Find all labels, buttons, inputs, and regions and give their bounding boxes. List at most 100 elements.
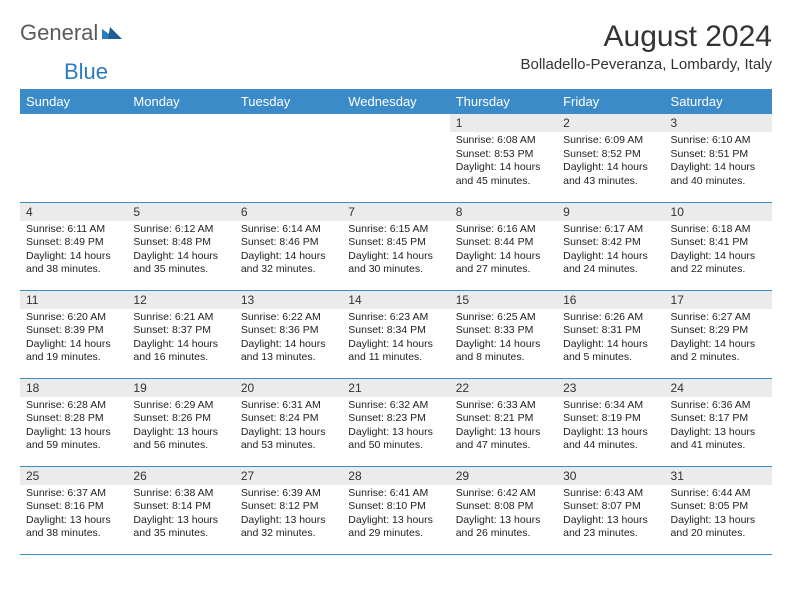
calendar-table: SundayMondayTuesdayWednesdayThursdayFrid…	[20, 89, 772, 555]
day-number: 22	[450, 379, 557, 397]
calendar-week-row: 18Sunrise: 6:28 AMSunset: 8:28 PMDayligh…	[20, 378, 772, 466]
sunrise-text: Sunrise: 6:43 AM	[563, 487, 658, 501]
day-details: Sunrise: 6:22 AMSunset: 8:36 PMDaylight:…	[235, 309, 342, 370]
day-details: Sunrise: 6:17 AMSunset: 8:42 PMDaylight:…	[557, 221, 664, 282]
calendar-day-cell: ..	[342, 114, 449, 202]
calendar-day-cell: 3Sunrise: 6:10 AMSunset: 8:51 PMDaylight…	[665, 114, 772, 202]
sunrise-text: Sunrise: 6:10 AM	[671, 134, 766, 148]
daylight-text-1: Daylight: 14 hours	[671, 250, 766, 264]
daylight-text-2: and 13 minutes.	[241, 351, 336, 365]
calendar-day-cell: 26Sunrise: 6:38 AMSunset: 8:14 PMDayligh…	[127, 466, 234, 554]
calendar-day-cell: 28Sunrise: 6:41 AMSunset: 8:10 PMDayligh…	[342, 466, 449, 554]
daylight-text-2: and 22 minutes.	[671, 263, 766, 277]
daylight-text-1: Daylight: 14 hours	[456, 161, 551, 175]
day-number: 21	[342, 379, 449, 397]
daylight-text-1: Daylight: 14 hours	[348, 250, 443, 264]
calendar-day-cell: 23Sunrise: 6:34 AMSunset: 8:19 PMDayligh…	[557, 378, 664, 466]
sunset-text: Sunset: 8:26 PM	[133, 412, 228, 426]
calendar-day-cell: 30Sunrise: 6:43 AMSunset: 8:07 PMDayligh…	[557, 466, 664, 554]
daylight-text-2: and 40 minutes.	[671, 175, 766, 189]
day-details: Sunrise: 6:41 AMSunset: 8:10 PMDaylight:…	[342, 485, 449, 546]
daylight-text-1: Daylight: 13 hours	[133, 514, 228, 528]
daylight-text-1: Daylight: 14 hours	[241, 338, 336, 352]
sunrise-text: Sunrise: 6:39 AM	[241, 487, 336, 501]
daylight-text-1: Daylight: 14 hours	[26, 250, 121, 264]
day-details: Sunrise: 6:29 AMSunset: 8:26 PMDaylight:…	[127, 397, 234, 458]
daylight-text-2: and 35 minutes.	[133, 527, 228, 541]
daylight-text-2: and 19 minutes.	[26, 351, 121, 365]
day-number: 10	[665, 203, 772, 221]
day-details: Sunrise: 6:18 AMSunset: 8:41 PMDaylight:…	[665, 221, 772, 282]
sunrise-text: Sunrise: 6:27 AM	[671, 311, 766, 325]
calendar-day-cell: 24Sunrise: 6:36 AMSunset: 8:17 PMDayligh…	[665, 378, 772, 466]
day-number: 28	[342, 467, 449, 485]
calendar-day-cell: 7Sunrise: 6:15 AMSunset: 8:45 PMDaylight…	[342, 202, 449, 290]
sunset-text: Sunset: 8:33 PM	[456, 324, 551, 338]
daylight-text-2: and 24 minutes.	[563, 263, 658, 277]
sunrise-text: Sunrise: 6:37 AM	[26, 487, 121, 501]
sunset-text: Sunset: 8:51 PM	[671, 148, 766, 162]
calendar-day-cell: 16Sunrise: 6:26 AMSunset: 8:31 PMDayligh…	[557, 290, 664, 378]
daylight-text-2: and 8 minutes.	[456, 351, 551, 365]
sunset-text: Sunset: 8:46 PM	[241, 236, 336, 250]
daylight-text-2: and 41 minutes.	[671, 439, 766, 453]
day-number: 23	[557, 379, 664, 397]
day-number: 13	[235, 291, 342, 309]
sunrise-text: Sunrise: 6:15 AM	[348, 223, 443, 237]
daylight-text-1: Daylight: 14 hours	[348, 338, 443, 352]
sunrise-text: Sunrise: 6:17 AM	[563, 223, 658, 237]
daylight-text-2: and 26 minutes.	[456, 527, 551, 541]
sunset-text: Sunset: 8:39 PM	[26, 324, 121, 338]
daylight-text-2: and 35 minutes.	[133, 263, 228, 277]
daylight-text-1: Daylight: 13 hours	[26, 514, 121, 528]
day-details: Sunrise: 6:16 AMSunset: 8:44 PMDaylight:…	[450, 221, 557, 282]
day-number: 25	[20, 467, 127, 485]
daylight-text-2: and 38 minutes.	[26, 263, 121, 277]
daylight-text-2: and 16 minutes.	[133, 351, 228, 365]
month-title: August 2024	[520, 20, 772, 54]
day-details: Sunrise: 6:20 AMSunset: 8:39 PMDaylight:…	[20, 309, 127, 370]
day-number: 2	[557, 114, 664, 132]
daylight-text-1: Daylight: 14 hours	[456, 250, 551, 264]
sunset-text: Sunset: 8:24 PM	[241, 412, 336, 426]
calendar-day-cell: 13Sunrise: 6:22 AMSunset: 8:36 PMDayligh…	[235, 290, 342, 378]
day-number: 19	[127, 379, 234, 397]
sunset-text: Sunset: 8:45 PM	[348, 236, 443, 250]
day-details: Sunrise: 6:43 AMSunset: 8:07 PMDaylight:…	[557, 485, 664, 546]
weekday-header: Wednesday	[342, 89, 449, 114]
weekday-header: Sunday	[20, 89, 127, 114]
daylight-text-1: Daylight: 13 hours	[563, 514, 658, 528]
calendar-day-cell: 29Sunrise: 6:42 AMSunset: 8:08 PMDayligh…	[450, 466, 557, 554]
calendar-week-row: 4Sunrise: 6:11 AMSunset: 8:49 PMDaylight…	[20, 202, 772, 290]
calendar-day-cell: 17Sunrise: 6:27 AMSunset: 8:29 PMDayligh…	[665, 290, 772, 378]
calendar-day-cell: 20Sunrise: 6:31 AMSunset: 8:24 PMDayligh…	[235, 378, 342, 466]
day-number: 17	[665, 291, 772, 309]
calendar-week-row: 11Sunrise: 6:20 AMSunset: 8:39 PMDayligh…	[20, 290, 772, 378]
sunrise-text: Sunrise: 6:26 AM	[563, 311, 658, 325]
day-number: 8	[450, 203, 557, 221]
day-details: Sunrise: 6:42 AMSunset: 8:08 PMDaylight:…	[450, 485, 557, 546]
sunset-text: Sunset: 8:49 PM	[26, 236, 121, 250]
sunset-text: Sunset: 8:48 PM	[133, 236, 228, 250]
daylight-text-1: Daylight: 14 hours	[563, 161, 658, 175]
header: General August 2024 Bolladello-Peveranza…	[20, 20, 772, 73]
daylight-text-1: Daylight: 14 hours	[671, 338, 766, 352]
daylight-text-1: Daylight: 14 hours	[671, 161, 766, 175]
day-details: Sunrise: 6:28 AMSunset: 8:28 PMDaylight:…	[20, 397, 127, 458]
weekday-header: Thursday	[450, 89, 557, 114]
daylight-text-1: Daylight: 13 hours	[348, 514, 443, 528]
sunset-text: Sunset: 8:05 PM	[671, 500, 766, 514]
day-details: Sunrise: 6:34 AMSunset: 8:19 PMDaylight:…	[557, 397, 664, 458]
calendar-day-cell: 11Sunrise: 6:20 AMSunset: 8:39 PMDayligh…	[20, 290, 127, 378]
sunset-text: Sunset: 8:17 PM	[671, 412, 766, 426]
calendar-day-cell: 2Sunrise: 6:09 AMSunset: 8:52 PMDaylight…	[557, 114, 664, 202]
daylight-text-2: and 30 minutes.	[348, 263, 443, 277]
day-details: Sunrise: 6:12 AMSunset: 8:48 PMDaylight:…	[127, 221, 234, 282]
day-details: Sunrise: 6:38 AMSunset: 8:14 PMDaylight:…	[127, 485, 234, 546]
daylight-text-1: Daylight: 14 hours	[456, 338, 551, 352]
daylight-text-2: and 29 minutes.	[348, 527, 443, 541]
daylight-text-2: and 11 minutes.	[348, 351, 443, 365]
sunset-text: Sunset: 8:34 PM	[348, 324, 443, 338]
sunrise-text: Sunrise: 6:32 AM	[348, 399, 443, 413]
day-number: 15	[450, 291, 557, 309]
